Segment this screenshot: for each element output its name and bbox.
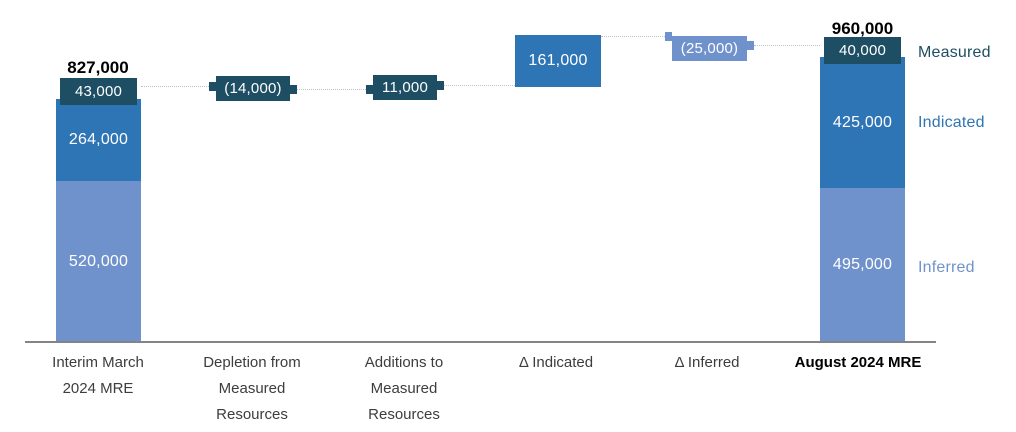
axis-label-additions: Additions to Measured Resources — [324, 350, 484, 428]
axis-label-line: Resources — [216, 406, 288, 423]
axis-label-delta-inferred: Δ Inferred — [627, 350, 787, 376]
legend-inferred: Inferred — [918, 259, 975, 276]
bar-interim-measured-segment: 43,000 — [60, 78, 137, 105]
total-label-interim-2024: 827,000 — [67, 58, 129, 77]
axis-label-line: Resources — [368, 406, 440, 423]
legend-measured: Measured — [918, 44, 991, 61]
x-axis-line — [25, 341, 936, 343]
connector-line-2 — [297, 89, 366, 90]
axis-label-delta-indicated: Δ Indicated — [476, 350, 636, 376]
bar-august-indicated-segment: 425,000 — [820, 57, 905, 188]
delta-inferred-box: (25,000) — [672, 36, 747, 61]
axis-label-interim-2024: Interim March 2024 MRE — [18, 350, 178, 402]
delta-inferred-right-tab — [747, 41, 754, 50]
axis-label-line: August 2024 MRE — [794, 354, 922, 371]
bar-interim-indicated-segment: 264,000 — [56, 99, 141, 181]
axis-label-line: Interim March — [52, 354, 144, 371]
axis-label-line: Measured — [370, 380, 438, 397]
additions-right-tab — [437, 81, 444, 90]
delta-indicated-box: 161,000 — [515, 35, 601, 87]
additions-left-tab — [366, 85, 373, 94]
delta-inferred-left-tab — [665, 32, 672, 41]
axis-label-line: Δ Inferred — [674, 354, 740, 371]
axis-label-line: 2024 MRE — [62, 380, 134, 397]
connector-line-3 — [444, 85, 515, 86]
axis-label-depletion: Depletion from Measured Resources — [172, 350, 332, 428]
axis-label-line: Additions to — [364, 354, 444, 371]
depletion-left-tab — [209, 82, 216, 91]
additions-measured-box: 11,000 — [373, 75, 437, 100]
axis-label-line: Depletion from — [203, 354, 301, 371]
depletion-right-tab — [290, 85, 297, 94]
connector-line-4 — [601, 36, 665, 37]
axis-label-line: Δ Indicated — [518, 354, 594, 371]
bar-interim-inferred-segment: 520,000 — [56, 181, 141, 342]
depletion-measured-box: (14,000) — [216, 76, 290, 101]
bar-august-measured-segment: 40,000 — [824, 37, 901, 64]
connector-line-1 — [141, 86, 209, 87]
bar-august-inferred-segment: 495,000 — [820, 188, 905, 342]
connector-line-5 — [754, 45, 820, 46]
legend-indicated: Indicated — [918, 114, 985, 131]
axis-label-line: Measured — [218, 380, 286, 397]
axis-label-august-2024: August 2024 MRE — [778, 350, 938, 376]
total-label-august-2024: 960,000 — [831, 19, 894, 38]
